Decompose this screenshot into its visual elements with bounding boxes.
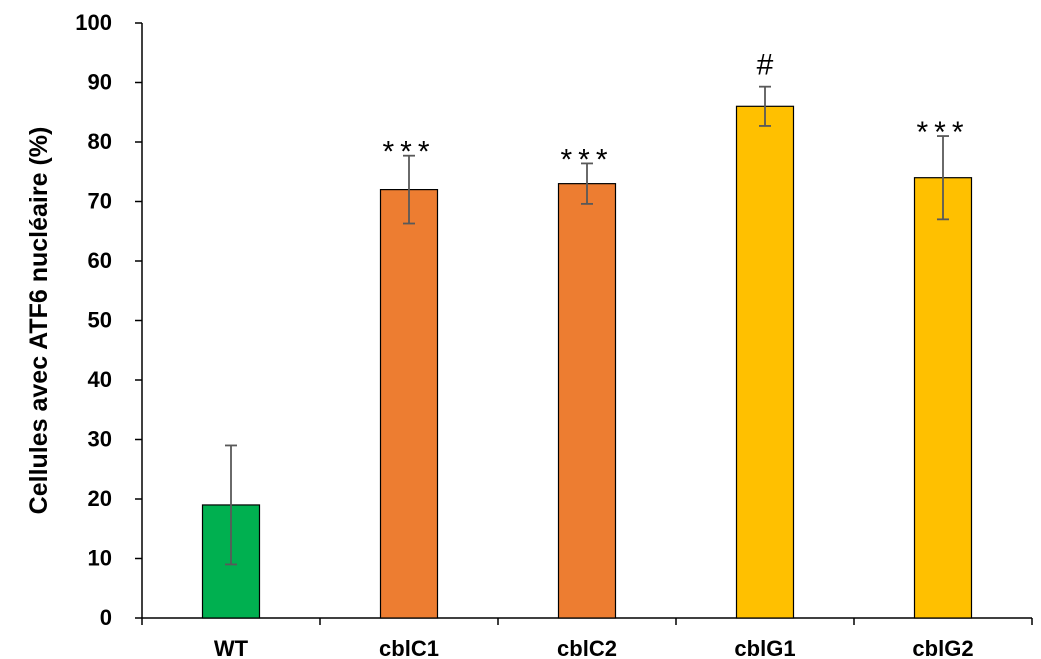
significance-annotation: # — [757, 49, 774, 82]
y-tick-label: 20 — [88, 486, 112, 511]
x-tick-label: WT — [214, 636, 249, 659]
y-tick-label: 90 — [88, 70, 112, 95]
bars: *** *** # *** — [201, 49, 973, 619]
y-tick-label: 60 — [88, 248, 112, 273]
y-tick-label: 50 — [88, 308, 112, 333]
y-tick-label: 40 — [88, 367, 112, 392]
significance-annotation: *** — [916, 116, 969, 149]
x-tick-label: cblG2 — [912, 636, 973, 659]
bar — [735, 105, 795, 619]
bar — [379, 189, 439, 619]
significance-annotation: *** — [382, 136, 435, 169]
y-tick-label: 10 — [88, 546, 112, 571]
bar — [913, 177, 973, 619]
x-tick-label: cblC2 — [557, 636, 617, 659]
bar — [557, 183, 617, 619]
significance-annotation: *** — [560, 143, 613, 176]
x-tick-label: cblC1 — [379, 636, 439, 659]
x-axis: WT cblC1 cblC2 cblG1 cblG2 — [141, 617, 1033, 659]
y-tick-label: 30 — [88, 427, 112, 452]
y-axis: 0 10 20 30 40 50 60 70 80 90 100 — [75, 10, 143, 630]
y-tick-label: 0 — [100, 605, 112, 630]
x-tick-label: cblG1 — [734, 636, 795, 659]
y-axis-label: Cellules avec ATF6 nucléaire (%) — [25, 127, 53, 515]
y-tick-label: 100 — [75, 10, 112, 35]
y-tick-label: 70 — [88, 189, 112, 214]
y-tick-label: 80 — [88, 129, 112, 154]
